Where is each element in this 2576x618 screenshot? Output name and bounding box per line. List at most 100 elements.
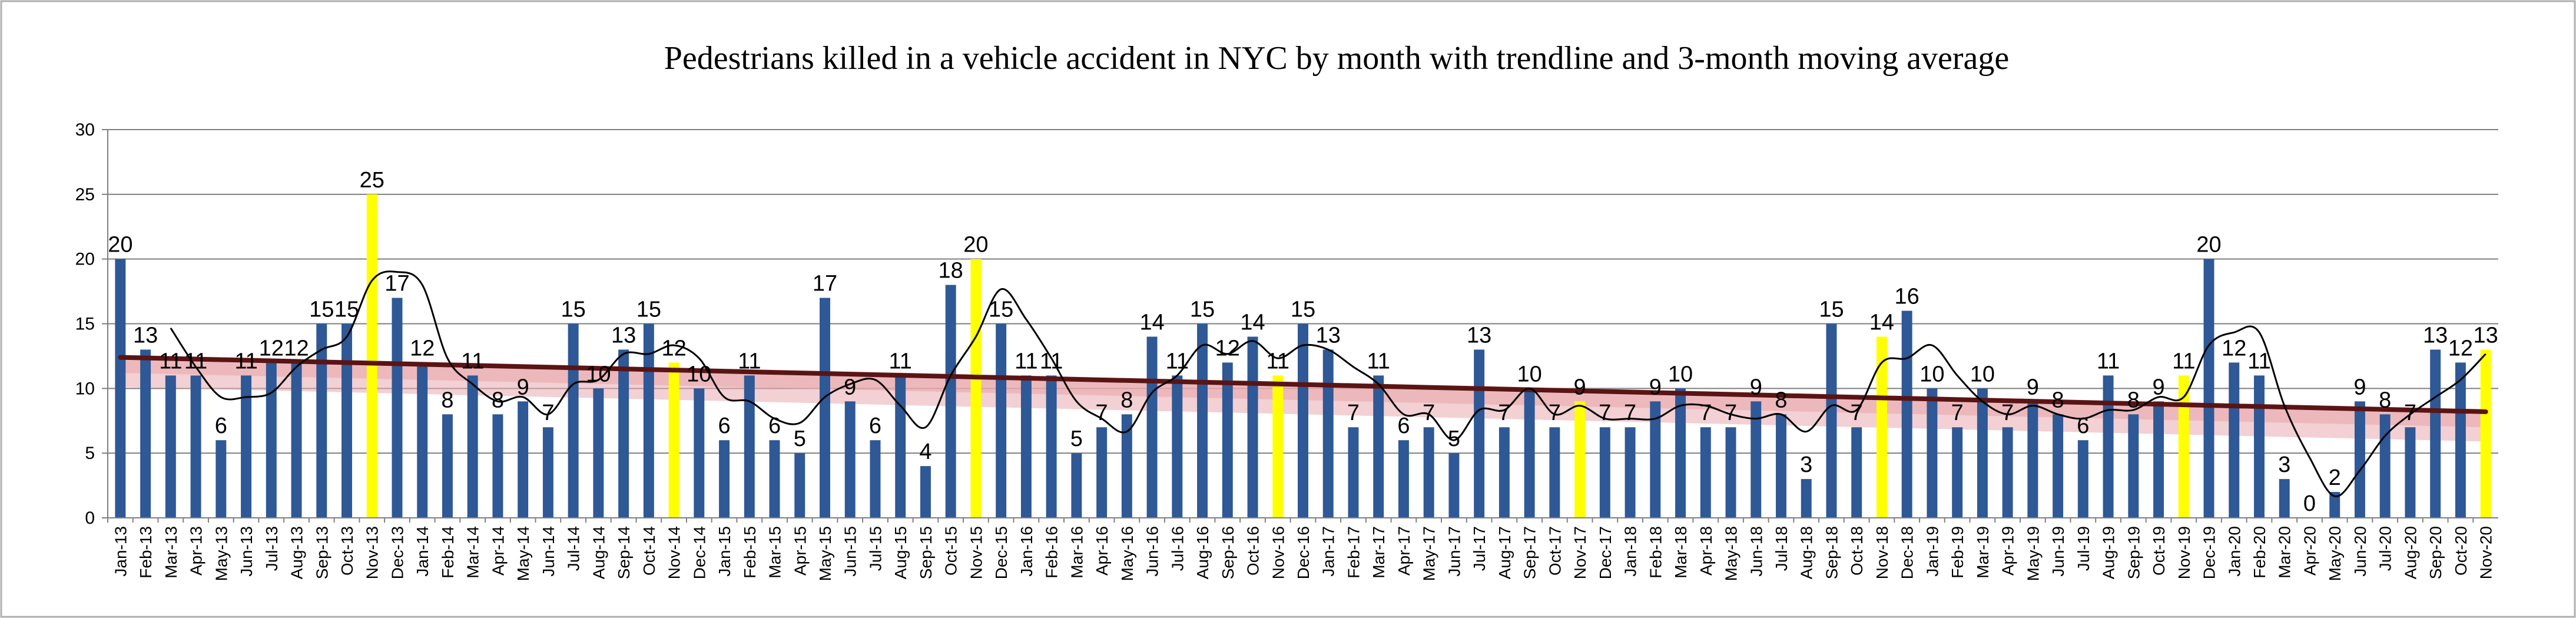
x-tick-label: Jun-18 bbox=[1747, 526, 1765, 577]
bar bbox=[216, 440, 227, 518]
data-label: 9 bbox=[844, 375, 856, 399]
data-label: 6 bbox=[718, 414, 730, 438]
axes bbox=[107, 130, 2498, 518]
bar bbox=[1524, 388, 1535, 518]
bar bbox=[542, 427, 553, 518]
bar bbox=[2203, 259, 2214, 518]
data-label: 11 bbox=[1040, 349, 1063, 374]
data-label: 25 bbox=[360, 168, 384, 193]
x-tick-label: Jan-13 bbox=[111, 526, 130, 577]
bar bbox=[492, 414, 503, 518]
data-label: 5 bbox=[1448, 427, 1460, 451]
bar bbox=[2002, 427, 2013, 518]
data-label: 8 bbox=[1775, 388, 1787, 412]
bar bbox=[115, 259, 126, 518]
bar bbox=[366, 194, 377, 518]
bar bbox=[2329, 492, 2340, 518]
bar bbox=[920, 466, 931, 518]
x-tick-label: Jun-16 bbox=[1143, 526, 1162, 577]
bar bbox=[1322, 349, 1334, 518]
data-label: 11 bbox=[159, 349, 182, 374]
x-tick-label: Mar-17 bbox=[1370, 526, 1388, 579]
bar bbox=[2405, 427, 2416, 518]
data-label: 15 bbox=[989, 298, 1013, 322]
bar bbox=[2455, 362, 2466, 518]
x-tick-label: Apr-19 bbox=[1999, 526, 2017, 576]
trendline bbox=[118, 355, 2488, 414]
bar bbox=[1247, 336, 1258, 518]
data-label: 6 bbox=[1397, 414, 1410, 438]
bar bbox=[2379, 414, 2391, 518]
bars bbox=[115, 194, 2491, 518]
x-tick-label: Sep-13 bbox=[313, 526, 331, 579]
x-tick-label: Feb-16 bbox=[1043, 526, 1061, 579]
bar bbox=[1650, 401, 1661, 518]
bar bbox=[568, 323, 579, 518]
bar bbox=[1020, 375, 1032, 518]
bar bbox=[2229, 362, 2240, 518]
x-tick-label: May-13 bbox=[212, 526, 230, 581]
bar bbox=[870, 440, 881, 518]
bar bbox=[996, 323, 1007, 518]
data-label: 7 bbox=[1423, 401, 1435, 425]
moving-average-line bbox=[170, 270, 2487, 497]
data-label: 9 bbox=[2027, 375, 2039, 399]
bar bbox=[518, 401, 529, 518]
lines bbox=[118, 270, 2488, 497]
data-label: 20 bbox=[108, 233, 132, 257]
bar bbox=[1826, 323, 1837, 518]
x-tick-label: Jan-14 bbox=[413, 526, 432, 577]
data-label: 7 bbox=[1498, 401, 1510, 425]
data-label: 15 bbox=[309, 298, 334, 322]
bar bbox=[1901, 310, 1912, 518]
data-label: 15 bbox=[1190, 298, 1215, 322]
data-label: 7 bbox=[1347, 401, 1360, 425]
x-tick-label: Feb-19 bbox=[1948, 526, 1967, 579]
data-label: 8 bbox=[2127, 388, 2140, 412]
x-tick-label: Oct-13 bbox=[338, 526, 356, 576]
data-label: 14 bbox=[1869, 310, 1894, 335]
data-label: 14 bbox=[1139, 310, 1164, 335]
bar bbox=[1373, 375, 1384, 518]
y-tick-label: 20 bbox=[75, 250, 95, 269]
y-tick-label: 0 bbox=[85, 508, 95, 528]
data-label: 13 bbox=[133, 323, 158, 348]
bar bbox=[2053, 414, 2064, 518]
data-label: 20 bbox=[963, 233, 988, 257]
data-label: 13 bbox=[2423, 323, 2448, 348]
data-label: 11 bbox=[738, 349, 761, 374]
bar bbox=[190, 375, 201, 518]
bar bbox=[241, 375, 252, 518]
data-label: 10 bbox=[687, 362, 711, 386]
bar bbox=[945, 285, 956, 518]
data-label: 11 bbox=[1015, 349, 1037, 374]
data-label: 7 bbox=[1096, 401, 1108, 425]
data-label: 3 bbox=[2278, 452, 2290, 477]
bar bbox=[1197, 323, 1208, 518]
bar bbox=[1751, 401, 1762, 518]
x-tick-label: Feb-18 bbox=[1646, 526, 1665, 579]
bar bbox=[2430, 349, 2441, 518]
data-label: 5 bbox=[1070, 427, 1083, 451]
data-label: 11 bbox=[888, 349, 911, 374]
data-label: 18 bbox=[939, 259, 963, 283]
x-tick-label: Oct-16 bbox=[1244, 526, 1262, 576]
x-tick-label: Dec-13 bbox=[388, 526, 406, 579]
bar bbox=[1977, 388, 1988, 518]
x-tick-label: May-18 bbox=[1722, 526, 1740, 581]
data-label: 2 bbox=[2329, 465, 2341, 490]
x-tick-label: Nov-17 bbox=[1571, 526, 1589, 579]
data-label: 16 bbox=[1895, 285, 1919, 309]
data-label: 10 bbox=[1970, 362, 1995, 386]
data-label: 6 bbox=[215, 414, 227, 438]
x-tick-label: Jan-15 bbox=[715, 526, 734, 577]
x-tick-label: May-17 bbox=[1420, 526, 1438, 581]
bar bbox=[1121, 414, 1132, 518]
data-label: 8 bbox=[1120, 388, 1133, 412]
x-tick-label: Jan-19 bbox=[1923, 526, 1941, 577]
x-tick-label: Nov-19 bbox=[2175, 526, 2193, 579]
x-tick-label: Mar-15 bbox=[766, 526, 784, 579]
